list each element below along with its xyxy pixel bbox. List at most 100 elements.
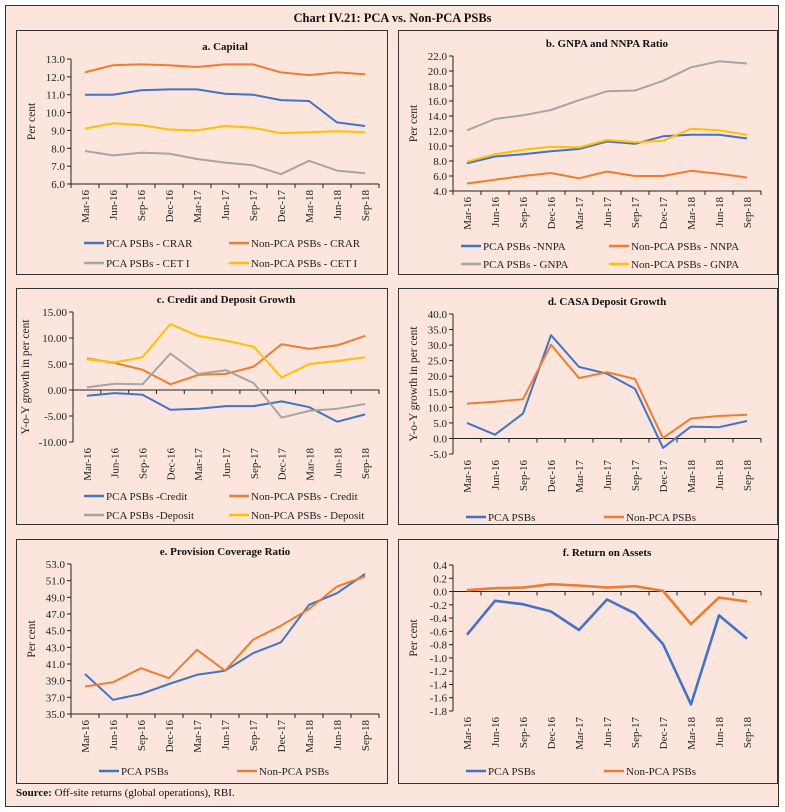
x-tick-label: Sep-18 [360, 448, 372, 480]
series-line-non-pca-psbs-gnpa [466, 127, 748, 163]
x-tick-label: Dec-17 [658, 717, 670, 750]
x-tick-label: Sep-17 [630, 717, 642, 749]
x-tick-label: Sep-17 [630, 197, 642, 229]
x-tick-label: Jun-16 [110, 448, 122, 478]
x-tick-label: Dec-16 [546, 197, 558, 230]
x-tick-label: Mar-17 [192, 190, 204, 223]
x-tick-label: Sep-16 [136, 190, 148, 222]
x-tick-label: Mar-18 [304, 190, 316, 223]
series-line-pca-psbs-credit [86, 392, 366, 423]
series-line-non-pca-psbs-nnpa [466, 169, 748, 185]
source-label: Source: [16, 787, 52, 799]
y-tick-label: 20.0 [428, 371, 448, 383]
chart-svg: b. GNPA and NNPA Ratio 4.0 6.0 8.0 10.0 12.0 1… [408, 38, 762, 271]
x-tick-label: Mar-16 [462, 197, 474, 230]
y-tick-label: 10.0 [46, 108, 66, 120]
x-tick-label: Jun-17 [221, 448, 233, 478]
x-tick-label: Jun-16 [490, 197, 502, 227]
y-tick-label: 43.0 [46, 642, 66, 654]
x-tick-label: Jun-18 [332, 720, 344, 750]
y-tick-label: 10.0 [428, 402, 448, 414]
y-tick-label: 12.0 [428, 126, 448, 138]
legend-label: PCA PSBs - GNPA [483, 259, 569, 271]
y-axis-label: Per cent [26, 620, 38, 658]
x-tick-label: Jun-17 [602, 460, 614, 490]
x-tick-label: Sep-18 [742, 197, 754, 229]
panel-gnpa-nnpa: b. GNPA and NNPA Ratio 4.0 6.0 8.0 10.0 12.0 1… [398, 30, 778, 275]
panel-casa: d. CASA Deposit Growth -5.0 0.0 5.0 10.0 15.0… [398, 288, 778, 525]
panel-return-on-assets: f. Return on Assets -1.8 -1.6 -1.4 -1.2 -1.0-… [398, 539, 778, 784]
y-tick-label: 8.0 [51, 143, 65, 155]
panel-title: d. CASA Deposit Growth [548, 296, 666, 308]
y-tick-label: -0.2 [430, 600, 447, 612]
y-axis-label: Y-o-Y growth in per cent [20, 319, 32, 435]
y-tick-label: 13.0 [46, 54, 66, 66]
x-tick-label: Mar-18 [686, 717, 698, 750]
y-tick-label: 35.0 [46, 709, 66, 721]
panel-capital: a. Capital 6.0 7.0 8.0 9.0 10.0 11.0 12.0 13.0 Pe… [16, 30, 388, 275]
legend-label: PCA PSBs [488, 766, 535, 778]
x-tick-label: Mar-18 [304, 720, 316, 753]
y-tick-label: 53.0 [46, 559, 66, 571]
x-tick-label: Sep-16 [138, 448, 150, 480]
legend-label: PCA PSBs -Credit [106, 491, 187, 503]
x-tick-label: Dec-16 [546, 460, 558, 493]
y-tick-label: -0.4 [430, 613, 448, 625]
series-line-pca-psbs [465, 598, 748, 706]
y-axis-label: Per cent [408, 104, 420, 142]
y-tick-label: 30.0 [428, 340, 448, 352]
y-tick-label: 5.0 [433, 418, 447, 430]
y-tick-label: 45.0 [46, 626, 66, 638]
legend-label: PCA PSBs - CET I [106, 258, 190, 270]
x-tick-label: Mar-17 [574, 717, 586, 750]
y-tick-label: -5.0 [430, 449, 448, 461]
series-line-non-pca-psbs [84, 575, 366, 688]
y-axis-label: Per cent [408, 619, 420, 657]
y-tick-label: 9.0 [51, 125, 65, 137]
x-tick-label: Jun-18 [332, 448, 344, 478]
chart-svg: c. Credit and Deposit Growth -10.00 -5.00 0… [20, 294, 380, 522]
y-tick-label: 22.0 [428, 51, 448, 63]
chart-title: Chart IV.21: PCA vs. Non-PCA PSBs [293, 11, 492, 25]
x-tick-label: Dec-16 [164, 720, 176, 753]
x-tick-label: Mar-17 [192, 720, 204, 753]
y-tick-label: 5.00 [48, 359, 68, 371]
legend-label: Non-PCA PSBs - NNPA [631, 241, 739, 253]
legend-label: Non-PCA PSBs [626, 766, 696, 778]
x-tick-label: Sep-18 [742, 460, 754, 492]
legend-label: Non-PCA PSBs [259, 766, 329, 778]
chart-svg: f. Return on Assets-1.8-1.6-1.4-1.2-1.0-… [408, 547, 762, 778]
panel-credit-deposit: c. Credit and Deposit Growth -10.00 -5.00 0… [16, 288, 388, 525]
x-tick-label: Sep-16 [518, 197, 530, 229]
panel-title: e. Provision Coverage Ratio [160, 546, 291, 558]
y-axis-label: Per cent [26, 102, 38, 140]
x-tick-label: Dec-16 [546, 717, 558, 750]
y-tick-label: 10.0 [428, 141, 448, 153]
legend-label: PCA PSBs [121, 766, 168, 778]
y-tick-label: 14.0 [428, 111, 448, 123]
y-tick-label: -5.00 [44, 411, 67, 423]
y-tick-label: 0.2 [433, 573, 447, 585]
y-tick-label: -1.0 [430, 653, 448, 665]
y-tick-label: 51.0 [46, 576, 66, 588]
y-tick-label: 16.0 [428, 96, 448, 108]
x-tick-label: Sep-17 [630, 460, 642, 492]
series-line-pca-psbs [84, 573, 366, 701]
y-tick-label: 0.4 [433, 560, 447, 572]
y-tick-label: 15.0 [428, 387, 448, 399]
chart-svg: d. CASA Deposit Growth -5.0 0.0 5.0 10.0 15.0… [408, 296, 762, 524]
panel-title: a. Capital [202, 41, 248, 53]
x-tick-label: Dec-17 [658, 460, 670, 493]
y-tick-label: 39.0 [46, 676, 66, 688]
y-tick-label: -1.4 [430, 679, 448, 691]
x-tick-label: Sep-18 [742, 717, 754, 749]
chart-svg: a. Capital 6.0 7.0 8.0 9.0 10.0 11.0 12.0 13.0 Pe… [26, 41, 380, 270]
source-text: Off-site returns (global operations), RB… [54, 787, 235, 799]
series-line-pca-psbs [466, 334, 748, 449]
y-tick-label: 6.0 [433, 171, 447, 183]
y-tick-label: 37.0 [46, 692, 66, 704]
y-tick-label: 0.0 [433, 433, 447, 445]
x-tick-label: Mar-18 [304, 448, 316, 481]
source-note: Source: Off-site returns (global operati… [16, 787, 235, 799]
legend-label: Non-PCA PSBs - Credit [251, 491, 358, 503]
